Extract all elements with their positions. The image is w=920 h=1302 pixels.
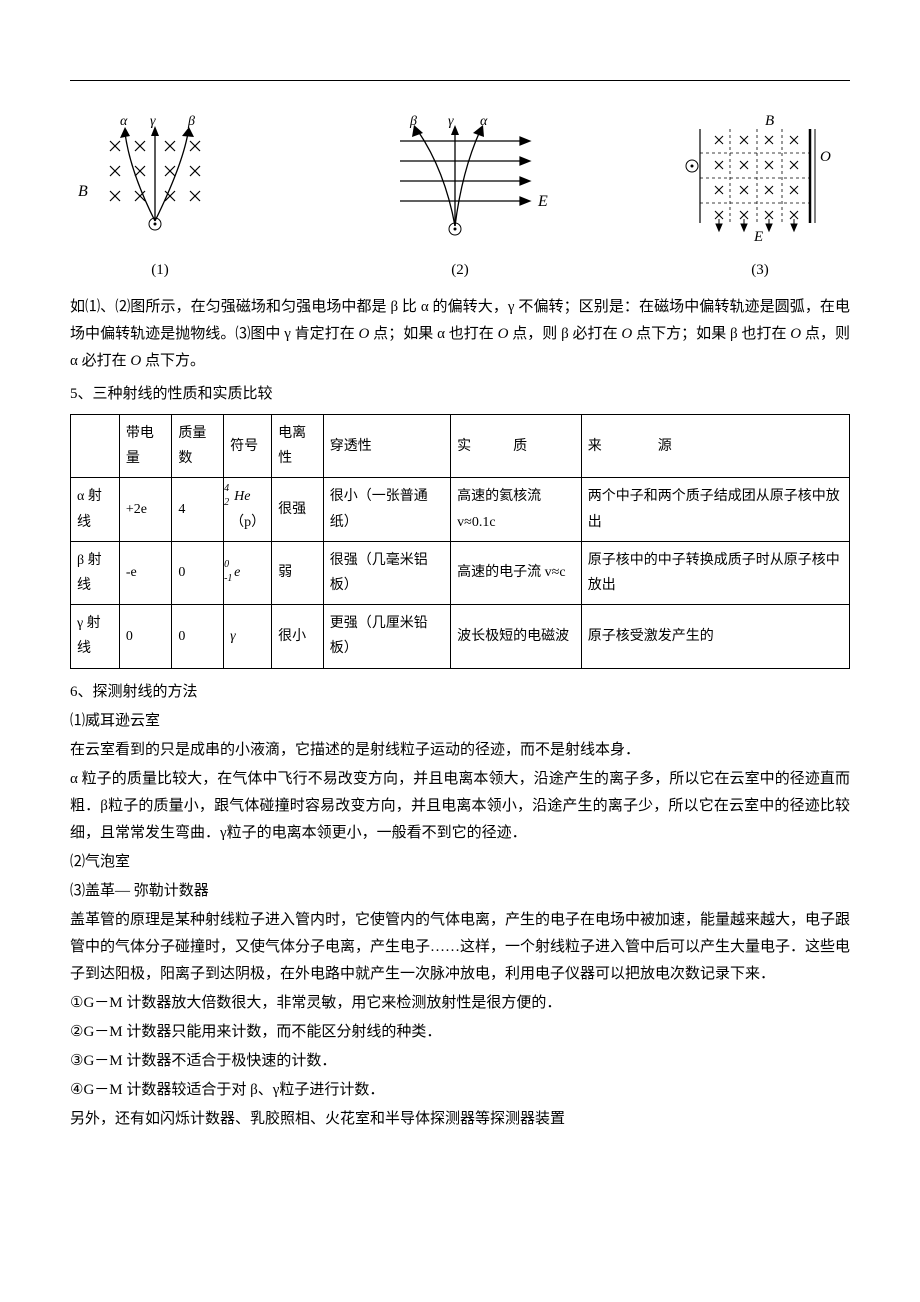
gamma-symbol: γ: [224, 605, 272, 668]
table-header-row: 带电量 质量数 符号 电离性 穿透性 实 质 来 源: [71, 415, 850, 478]
fig3-O: O: [820, 149, 831, 165]
s6-tail: 另外，还有如闪烁计数器、乳胶照相、火花室和半导体探测器等探测器装置: [70, 1106, 850, 1133]
beta-nature: 高速的电子流 v≈c: [451, 541, 582, 604]
figures-row: α γ β B (1): [70, 111, 850, 284]
alpha-charge: +2e: [119, 478, 172, 541]
s6-1-title: ⑴威耳逊云室: [70, 708, 850, 735]
alpha-penetrate: 很小（一张普通纸）: [323, 478, 450, 541]
alpha-source: 两个中子和两个质子结成团从原子核中放出: [581, 478, 849, 541]
beta-charge: -e: [119, 541, 172, 604]
figure-1-svg: α γ β B: [70, 111, 250, 241]
alpha-ionize: 很强: [272, 478, 324, 541]
row-alpha: α 射线 +2e 4 42He （p） 很强 很小（一张普通纸） 高速的氦核流 …: [71, 478, 850, 541]
fig2-gamma: γ: [448, 114, 454, 129]
fig3-caption: (3): [670, 257, 850, 284]
gamma-nature: 波长极短的电磁波: [451, 605, 582, 668]
fig1-caption: (1): [70, 257, 250, 284]
th-penetrate: 穿透性: [323, 415, 450, 478]
fig2-caption: (2): [360, 257, 560, 284]
beta-symbol: 0-1e: [224, 541, 272, 604]
heading-5: 5、三种射线的性质和实质比较: [70, 381, 850, 408]
th-ionize: 电离性: [272, 415, 324, 478]
alpha-mass: 4: [172, 478, 224, 541]
s6-li3: ③G－M 计数器不适合于极快速的计数．: [70, 1048, 850, 1075]
s6-li4: ④G－M 计数器较适合于对 β、γ粒子进行计数．: [70, 1077, 850, 1104]
s6-2-title: ⑵气泡室: [70, 849, 850, 876]
beta-ionize: 弱: [272, 541, 324, 604]
gamma-charge: 0: [119, 605, 172, 668]
fig3-E: E: [753, 229, 763, 241]
th-nature: 实 质: [451, 415, 582, 478]
beta-name: β 射线: [71, 541, 120, 604]
fig1-beta: β: [187, 114, 195, 129]
gamma-name: γ 射线: [71, 605, 120, 668]
gamma-ionize: 很小: [272, 605, 324, 668]
fig1-B: B: [78, 183, 88, 200]
heading-6: 6、探测射线的方法: [70, 679, 850, 706]
alpha-nature: 高速的氦核流 v≈0.1c: [451, 478, 582, 541]
s6-3-title: ⑶盖革— 弥勒计数器: [70, 878, 850, 905]
alpha-symbol: 42He （p）: [224, 478, 272, 541]
paragraph-1: 如⑴、⑵图所示，在匀强磁场和匀强电场中都是 β 比 α 的偏转大，γ 不偏转；区…: [70, 294, 850, 375]
gamma-penetrate: 更强（几厘米铅板）: [323, 605, 450, 668]
s6-li1: ①G－M 计数器放大倍数很大，非常灵敏，用它来检测放射性是很方便的．: [70, 990, 850, 1017]
rays-table: 带电量 质量数 符号 电离性 穿透性 实 质 来 源 α 射线 +2e 4 42…: [70, 414, 850, 669]
figure-2-svg: β γ α E: [360, 111, 560, 241]
th-mass: 质量数: [172, 415, 224, 478]
beta-source: 原子核中的中子转换成质子时从原子核中放出: [581, 541, 849, 604]
s6-li2: ②G－M 计数器只能用来计数，而不能区分射线的种类．: [70, 1019, 850, 1046]
fig2-beta: β: [409, 114, 417, 129]
beta-penetrate: 很强（几毫米铝板）: [323, 541, 450, 604]
fig1-gamma: γ: [150, 114, 156, 129]
th-source: 来 源: [581, 415, 849, 478]
fig2-alpha: α: [480, 114, 488, 129]
alpha-name: α 射线: [71, 478, 120, 541]
gamma-source: 原子核受激发产生的: [581, 605, 849, 668]
th-charge: 带电量: [119, 415, 172, 478]
s6-1-p1: 在云室看到的只是成串的小液滴，它描述的是射线粒子运动的径迹，而不是射线本身．: [70, 737, 850, 764]
row-beta: β 射线 -e 0 0-1e 弱 很强（几毫米铝板） 高速的电子流 v≈c 原子…: [71, 541, 850, 604]
fig1-alpha: α: [120, 114, 128, 129]
top-rule: [70, 80, 850, 81]
alpha-symbol-extra: （p）: [230, 515, 265, 530]
figure-3-svg: B O E: [670, 111, 850, 241]
fig2-E: E: [537, 193, 548, 210]
figure-3: B O E (3): [670, 111, 850, 284]
beta-mass: 0: [172, 541, 224, 604]
section-6: 6、探测射线的方法 ⑴威耳逊云室 在云室看到的只是成串的小液滴，它描述的是射线粒…: [70, 679, 850, 1133]
gamma-mass: 0: [172, 605, 224, 668]
row-gamma: γ 射线 0 0 γ 很小 更强（几厘米铅板） 波长极短的电磁波 原子核受激发产…: [71, 605, 850, 668]
fig3-B: B: [765, 113, 774, 129]
figure-1: α γ β B (1): [70, 111, 250, 284]
s6-3-p1: 盖革管的原理是某种射线粒子进入管内时，它使管内的气体电离，产生的电子在电场中被加…: [70, 907, 850, 988]
figure-2: β γ α E (2): [360, 111, 560, 284]
th-symbol: 符号: [224, 415, 272, 478]
th-blank: [71, 415, 120, 478]
s6-1-p2: α 粒子的质量比较大，在气体中飞行不易改变方向，并且电离本领大，沿途产生的离子多…: [70, 766, 850, 847]
